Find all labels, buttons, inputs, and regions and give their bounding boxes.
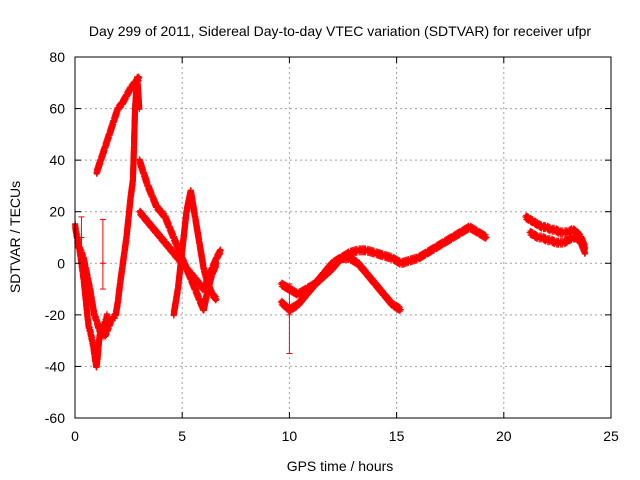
grid — [75, 57, 611, 418]
data-point — [104, 311, 111, 318]
series-arc-0.1-1.9h — [74, 238, 119, 341]
x-tick-label: 10 — [282, 428, 298, 444]
data-point — [136, 105, 143, 112]
data-point — [217, 247, 224, 254]
data-point — [217, 250, 224, 257]
y-tick-label: 60 — [49, 101, 65, 117]
x-tick-label: 15 — [389, 428, 405, 444]
data-point — [136, 74, 143, 81]
y-tick-label: 0 — [57, 255, 65, 271]
series-arc-3.0-6.8h — [136, 207, 224, 294]
y-tick-label: 40 — [49, 152, 65, 168]
error-bar-point — [99, 260, 106, 267]
x-tick-label: 5 — [178, 428, 186, 444]
data-point — [216, 251, 223, 258]
x-axis-label: GPS time / hours — [287, 458, 394, 474]
series-arc-1.9-3.0h — [112, 73, 143, 319]
chart-title: Day 299 of 2011, Sidereal Day-to-day VTE… — [89, 23, 591, 39]
series-arc-1.0-3.0h — [93, 73, 143, 177]
y-tick-label: 20 — [49, 204, 65, 220]
data-point — [135, 77, 142, 84]
y-tick-label: 80 — [49, 49, 65, 65]
data-point — [134, 78, 141, 85]
series-arc-9.6-15.2h — [277, 253, 404, 315]
data-points — [72, 73, 589, 371]
y-axis-label: SDTVAR / TECUs — [7, 181, 23, 293]
x-tick-label: 25 — [603, 428, 619, 444]
x-tick-label: 20 — [496, 428, 512, 444]
y-tick-label: -60 — [45, 410, 65, 426]
x-tick-label: 0 — [71, 428, 79, 444]
y-tick-label: -40 — [45, 358, 65, 374]
y-tick-label: -20 — [45, 307, 65, 323]
series-arc-4.6-6.6h — [170, 187, 220, 319]
